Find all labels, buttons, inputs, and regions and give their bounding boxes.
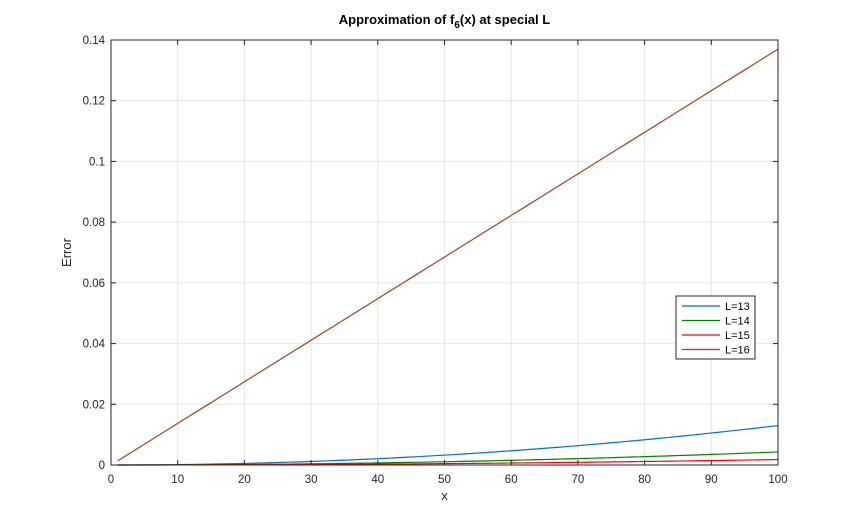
y-tick-label: 0.14 [83,35,106,47]
x-tick-label: 70 [572,474,585,486]
x-tick-label: 90 [705,474,718,486]
y-tick-label: 0.1 [89,156,105,168]
x-tick-label: 30 [305,474,318,486]
chart-title-subscript: 6 [454,20,460,31]
legend: L=13 L=14 L=15 L=16 [675,295,756,360]
series-line-l-16 [117,48,779,462]
x-axis-label: x [441,488,448,503]
x-tick-label: 50 [438,474,451,486]
x-tick-label: 100 [768,474,787,486]
x-tick-label: 0 [108,474,114,486]
legend-label: L=16 [725,345,750,357]
x-tick-label: 40 [371,474,384,486]
legend-label: L=14 [725,316,750,328]
x-tick-label: 60 [505,474,518,486]
y-axis-label: Error [59,237,74,267]
tick-labels: 0 10 20 30 40 50 60 70 80 90 100 0 0.02 0.04 0.06 0.08 0… [83,35,788,486]
chart-title-main: Approximation of f [339,12,455,27]
y-tick-label: 0.02 [83,399,105,411]
x-tick-label: 10 [171,474,184,486]
chart-title: Approximation of f6(x) at special L [339,12,550,31]
chart-title-rest: (x) at special L [460,12,550,27]
x-tick-label: 20 [238,474,251,486]
legend-label: L=13 [725,301,750,313]
x-tick-label: 80 [638,474,651,486]
series-line-l-13 [117,424,779,466]
y-tick-label: 0 [99,460,105,472]
ticks [110,39,779,466]
y-tick-label: 0.04 [83,339,106,351]
y-tick-label: 0.08 [83,217,105,229]
y-tick-label: 0.06 [83,278,105,290]
y-tick-label: 0.12 [83,96,105,108]
legend-label: L=15 [725,330,750,342]
